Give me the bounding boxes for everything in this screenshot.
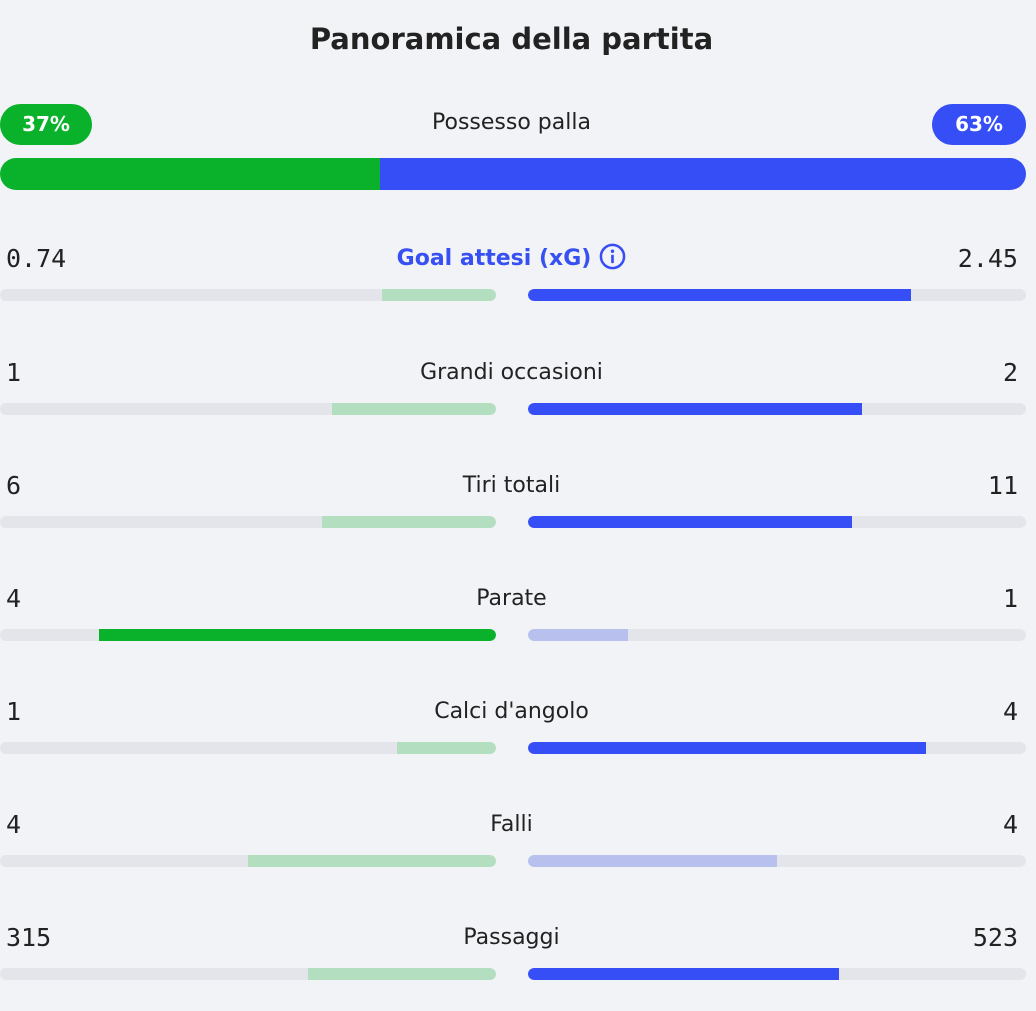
stat-row: 6 Tiri totali 11 — [0, 469, 1036, 559]
stat-home-bar — [0, 629, 496, 641]
stat-home-bar-fill — [381, 289, 496, 301]
stat-row: 0.74 Goal attesi (xG) 2.45 — [0, 242, 1036, 332]
stat-away-bar-fill — [528, 855, 777, 867]
stat-home-bar — [0, 855, 496, 867]
stat-label-text[interactable]: Goal attesi (xG) — [396, 246, 592, 271]
stat-home-bar — [0, 516, 496, 528]
stat-label-text: Falli — [490, 812, 533, 837]
stat-home-bar-fill — [322, 516, 496, 528]
stat-away-value: 2 — [1002, 358, 1018, 387]
stat-away-bar-fill — [528, 516, 852, 528]
stat-label: Calci d'angolo — [0, 695, 1023, 729]
stat-row: 4 Falli 4 — [0, 808, 1036, 898]
away-possession-badge: 63% — [932, 104, 1026, 145]
stat-home-bar — [0, 742, 496, 754]
stat-home-bar-fill — [396, 742, 496, 754]
stat-home-bar-fill — [332, 403, 496, 415]
possession-bar-away — [379, 158, 1026, 190]
info-icon[interactable] — [599, 243, 626, 270]
stat-label[interactable]: Goal attesi (xG) — [0, 242, 1023, 276]
stat-away-bar — [528, 855, 1026, 867]
home-possession-badge: 37% — [0, 104, 92, 145]
stat-row: 1 Grandi occasioni 2 — [0, 356, 1036, 446]
stat-label-text: Parate — [476, 586, 547, 611]
stat-away-value: 523 — [972, 923, 1018, 952]
stat-home-value: 0.74 — [6, 244, 67, 273]
stat-label: Passaggi — [0, 921, 1023, 955]
stat-home-bar-fill — [99, 629, 496, 641]
stat-away-value: 4 — [1002, 810, 1018, 839]
stat-away-value: 1 — [1002, 584, 1018, 613]
stat-home-bar-fill — [248, 855, 496, 867]
stat-away-bar — [528, 629, 1026, 641]
stat-away-bar — [528, 403, 1026, 415]
stat-home-bar — [0, 289, 496, 301]
stat-label-text: Grandi occasioni — [420, 360, 603, 385]
possession-bar — [0, 158, 1026, 190]
stat-home-bar — [0, 403, 496, 415]
stat-label-text: Calci d'angolo — [434, 699, 589, 724]
stat-away-bar-fill — [528, 742, 927, 754]
stat-home-value: 6 — [6, 471, 22, 500]
stat-home-value: 4 — [6, 810, 22, 839]
stat-row: 4 Parate 1 — [0, 582, 1036, 672]
stat-away-value: 2.45 — [957, 244, 1018, 273]
stat-home-bar-fill — [307, 968, 496, 980]
possession-bar-home — [0, 158, 380, 190]
stat-away-bar — [528, 742, 1026, 754]
stat-away-bar — [528, 289, 1026, 301]
stat-label: Parate — [0, 582, 1023, 616]
stat-row: 1 Calci d'angolo 4 — [0, 695, 1036, 785]
stat-label-text: Passaggi — [463, 925, 560, 950]
stat-label-text: Tiri totali — [462, 473, 561, 498]
stat-away-bar — [528, 968, 1026, 980]
stat-away-bar-fill — [528, 968, 840, 980]
stat-away-value: 11 — [987, 471, 1018, 500]
stat-home-value: 1 — [6, 697, 22, 726]
stat-home-value: 4 — [6, 584, 22, 613]
stat-away-bar-fill — [528, 629, 628, 641]
stat-home-bar — [0, 968, 496, 980]
possession-label: Possesso palla — [432, 110, 591, 135]
stat-row: 315 Passaggi 523 — [0, 921, 1036, 1011]
stat-home-value: 315 — [6, 923, 52, 952]
stat-away-value: 4 — [1002, 697, 1018, 726]
stat-label: Falli — [0, 808, 1023, 842]
stat-away-bar-fill — [528, 289, 912, 301]
stat-label: Tiri totali — [0, 469, 1023, 503]
stat-label: Grandi occasioni — [0, 356, 1023, 390]
page-title: Panoramica della partita — [309, 22, 714, 56]
stat-away-bar — [528, 516, 1026, 528]
stat-away-bar-fill — [528, 403, 862, 415]
stat-home-value: 1 — [6, 358, 22, 387]
